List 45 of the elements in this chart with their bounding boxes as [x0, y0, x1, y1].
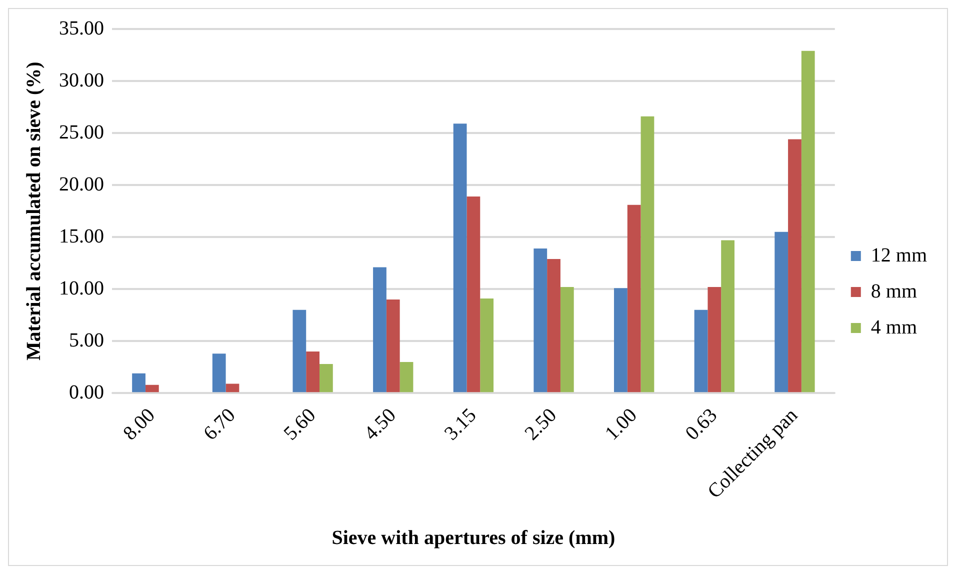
bar: [614, 288, 628, 392]
bar: [466, 196, 480, 392]
y-tick-label: 15.00: [59, 225, 104, 248]
bar: [226, 384, 240, 392]
x-tick-label: 3.15: [440, 404, 481, 445]
bar: [132, 373, 146, 392]
bar: [319, 364, 333, 392]
bar: [400, 362, 414, 392]
x-tick-label: 6.70: [199, 404, 240, 445]
bar: [694, 310, 708, 392]
x-tick-label: 4.50: [360, 404, 400, 445]
y-tick-label: 10.00: [59, 277, 104, 300]
x-tick-label: 2.50: [520, 404, 562, 445]
y-tick-label: 25.00: [59, 121, 104, 144]
y-tick-label: 5.00: [69, 329, 104, 352]
bar: [453, 124, 467, 392]
x-axis-title: Sieve with apertures of size (mm): [332, 527, 616, 550]
bar: [627, 204, 641, 392]
y-axis-title: Material accumulated on sieve (%): [23, 62, 46, 360]
y-tick-label: 20.00: [59, 173, 104, 196]
bar: [480, 298, 494, 392]
bar: [292, 310, 306, 392]
bar: [212, 354, 226, 392]
legend-label: 4 mm: [870, 316, 918, 338]
x-tick-label: 8.00: [119, 404, 160, 445]
y-tick-label: 0.00: [69, 381, 104, 404]
legend-label: 8 mm: [870, 280, 918, 302]
y-tick-label: 30.00: [59, 69, 104, 92]
bar: [534, 248, 548, 392]
bar: [721, 240, 734, 392]
x-tick-label: 1.00: [601, 404, 642, 445]
bar: [801, 50, 815, 392]
y-tick-label: 35.00: [59, 17, 104, 40]
bar: [145, 384, 159, 392]
bar: [560, 287, 574, 392]
bar: [373, 267, 386, 392]
bar: [306, 352, 320, 392]
legend-label: 12 mm: [870, 244, 928, 266]
bar: [640, 116, 654, 392]
bar: [708, 287, 722, 392]
bar: [788, 139, 802, 392]
bar: [774, 232, 788, 392]
x-tick-label: 5.60: [280, 404, 320, 445]
bar: [547, 258, 560, 392]
bar: [386, 300, 400, 392]
